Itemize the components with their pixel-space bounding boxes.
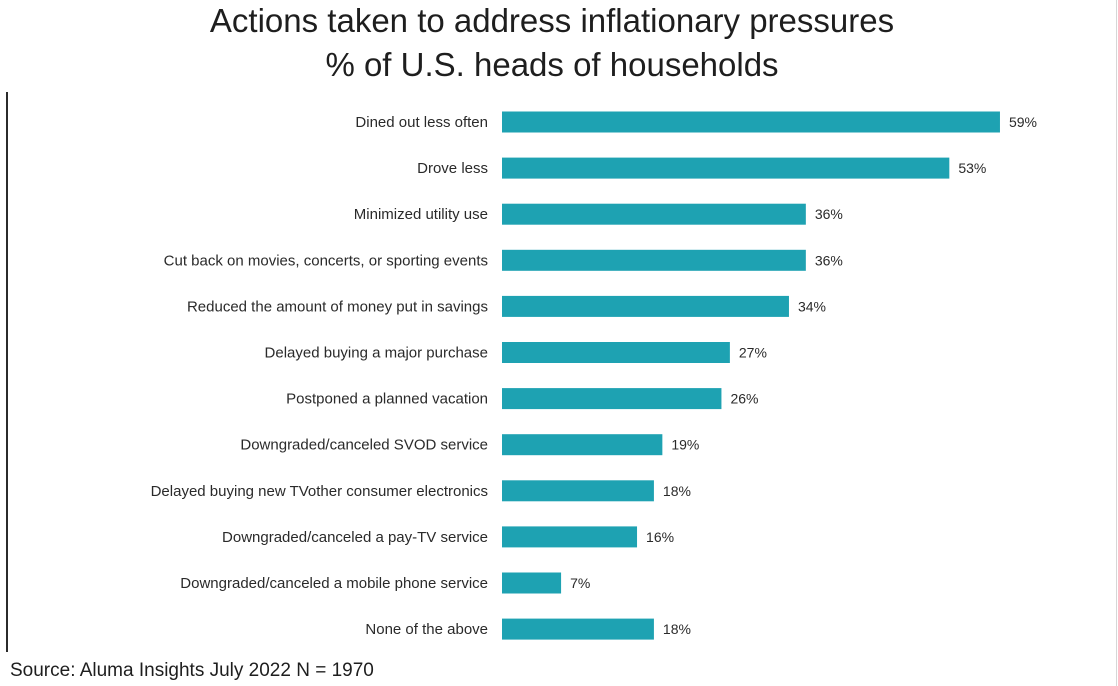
value-label: 53% — [958, 160, 986, 176]
left-border-line — [6, 92, 8, 652]
category-label: Downgraded/canceled a pay-TV service — [222, 529, 488, 546]
bar — [502, 249, 806, 271]
bar — [502, 434, 663, 456]
category-label: Dined out less often — [355, 114, 488, 131]
bar — [502, 526, 638, 548]
value-label: 36% — [815, 252, 843, 268]
source-note: Source: Aluma Insights July 2022 N = 197… — [10, 660, 374, 681]
category-label: Reduced the amount of money put in savin… — [187, 298, 488, 315]
value-label: 59% — [1009, 114, 1037, 130]
chart-subtitle: % of U.S. heads of households — [325, 46, 779, 83]
category-label: Postponed a planned vacation — [286, 391, 488, 408]
value-label: 7% — [570, 575, 590, 591]
bar — [502, 480, 654, 502]
bar — [502, 157, 950, 179]
category-label: Downgraded/canceled a mobile phone servi… — [180, 575, 488, 592]
category-label: None of the above — [365, 621, 488, 638]
category-label: Delayed buying new TVother consumer elec… — [151, 483, 488, 500]
category-label: Drove less — [417, 160, 488, 177]
category-label: Cut back on movies, concerts, or sportin… — [164, 252, 488, 269]
value-label: 34% — [798, 298, 826, 314]
right-border-line — [1116, 0, 1117, 686]
bar — [502, 342, 730, 363]
value-label: 36% — [815, 206, 843, 222]
category-label: Minimized utility use — [354, 206, 488, 223]
bar — [502, 295, 789, 317]
bar — [502, 618, 654, 640]
value-label: 18% — [663, 621, 691, 637]
bar — [502, 203, 806, 225]
value-label: 27% — [739, 345, 767, 361]
value-label: 18% — [663, 483, 691, 499]
category-label: Delayed buying a major purchase — [265, 345, 488, 362]
bar — [502, 388, 722, 410]
chart-title: Actions taken to address inflationary pr… — [209, 2, 895, 39]
value-label: 16% — [646, 529, 674, 545]
value-label: 19% — [671, 437, 699, 453]
value-label: 26% — [730, 391, 758, 407]
bar — [502, 111, 1000, 133]
bar — [502, 572, 562, 594]
category-label: Downgraded/canceled SVOD service — [240, 437, 488, 454]
